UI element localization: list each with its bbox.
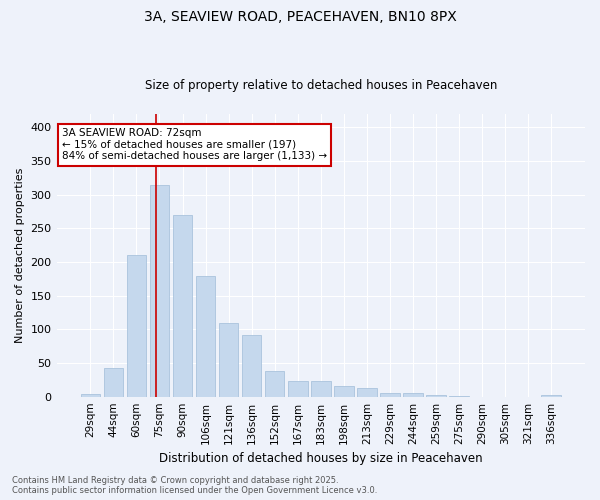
X-axis label: Distribution of detached houses by size in Peacehaven: Distribution of detached houses by size … xyxy=(159,452,482,465)
Text: Contains HM Land Registry data © Crown copyright and database right 2025.
Contai: Contains HM Land Registry data © Crown c… xyxy=(12,476,377,495)
Bar xyxy=(173,215,193,396)
Bar xyxy=(403,394,423,396)
Bar xyxy=(288,381,308,396)
Bar xyxy=(149,184,169,396)
Bar xyxy=(80,394,100,396)
Title: Size of property relative to detached houses in Peacehaven: Size of property relative to detached ho… xyxy=(145,79,497,92)
Bar xyxy=(380,394,400,396)
Text: 3A, SEAVIEW ROAD, PEACEHAVEN, BN10 8PX: 3A, SEAVIEW ROAD, PEACEHAVEN, BN10 8PX xyxy=(143,10,457,24)
Bar xyxy=(219,324,238,396)
Bar xyxy=(334,386,353,396)
Bar xyxy=(541,394,561,396)
Text: 3A SEAVIEW ROAD: 72sqm
← 15% of detached houses are smaller (197)
84% of semi-de: 3A SEAVIEW ROAD: 72sqm ← 15% of detached… xyxy=(62,128,327,162)
Bar xyxy=(127,256,146,396)
Bar xyxy=(265,371,284,396)
Y-axis label: Number of detached properties: Number of detached properties xyxy=(15,168,25,343)
Bar xyxy=(196,276,215,396)
Bar xyxy=(357,388,377,396)
Bar xyxy=(311,381,331,396)
Bar xyxy=(104,368,123,396)
Bar xyxy=(242,336,262,396)
